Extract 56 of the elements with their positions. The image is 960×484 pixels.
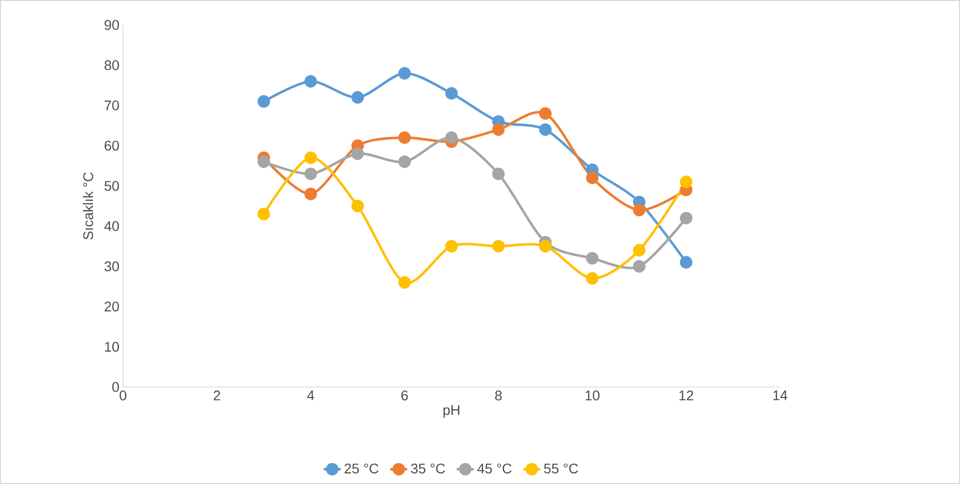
point bbox=[351, 147, 364, 160]
legend-label: 35 °C bbox=[411, 464, 445, 474]
point bbox=[304, 168, 317, 180]
point bbox=[539, 107, 552, 120]
point bbox=[304, 151, 317, 164]
point bbox=[632, 260, 646, 273]
point bbox=[351, 200, 364, 212]
x-tick-label: 10 bbox=[586, 390, 600, 400]
legend-label: 55 °C bbox=[544, 464, 578, 474]
point bbox=[680, 256, 692, 269]
point bbox=[398, 156, 411, 168]
point bbox=[304, 75, 317, 88]
point bbox=[258, 208, 270, 220]
point bbox=[586, 172, 599, 184]
y-tick-label: 70 bbox=[104, 100, 119, 110]
x-tick-label: 8 bbox=[495, 390, 502, 400]
legend-label: 25 °C bbox=[344, 464, 378, 474]
point bbox=[351, 91, 364, 104]
point bbox=[539, 123, 552, 136]
point bbox=[680, 176, 692, 188]
point bbox=[492, 168, 505, 180]
y-tick-label: 20 bbox=[104, 302, 119, 312]
y-tick-label: 80 bbox=[104, 60, 119, 70]
x-tick-label: 2 bbox=[214, 390, 220, 400]
point bbox=[586, 252, 599, 265]
point bbox=[258, 95, 270, 108]
x-tick-label: 6 bbox=[401, 390, 408, 400]
y-tick-label: 50 bbox=[104, 180, 119, 191]
point bbox=[539, 240, 552, 252]
x-axis-title: pH bbox=[443, 405, 460, 418]
point bbox=[398, 67, 411, 80]
point bbox=[398, 276, 411, 289]
point bbox=[445, 131, 458, 144]
point bbox=[492, 123, 505, 136]
y-tick-label: 0 bbox=[112, 382, 119, 392]
point bbox=[304, 188, 317, 200]
y-tick-label: 40 bbox=[104, 221, 119, 232]
y-tick-label: 90 bbox=[104, 20, 119, 30]
point bbox=[445, 240, 458, 252]
y-tick-label: 10 bbox=[105, 342, 119, 352]
x-tick-label: 4 bbox=[307, 390, 314, 400]
point bbox=[632, 204, 646, 216]
point bbox=[680, 212, 692, 224]
legend-label: 45 °C bbox=[477, 464, 512, 474]
point bbox=[492, 240, 505, 252]
y-tick-label: 60 bbox=[104, 140, 119, 151]
y-tick-label: 30 bbox=[104, 261, 119, 272]
point bbox=[258, 156, 270, 168]
point bbox=[398, 131, 411, 144]
point bbox=[586, 272, 599, 285]
point bbox=[632, 244, 646, 256]
x-tick-label: 12 bbox=[679, 390, 694, 400]
y-axis-title: Sıcaklık °C bbox=[82, 172, 94, 240]
point bbox=[445, 87, 458, 100]
x-tick-label: 0 bbox=[120, 390, 126, 400]
x-tick-label: 14 bbox=[773, 390, 788, 400]
